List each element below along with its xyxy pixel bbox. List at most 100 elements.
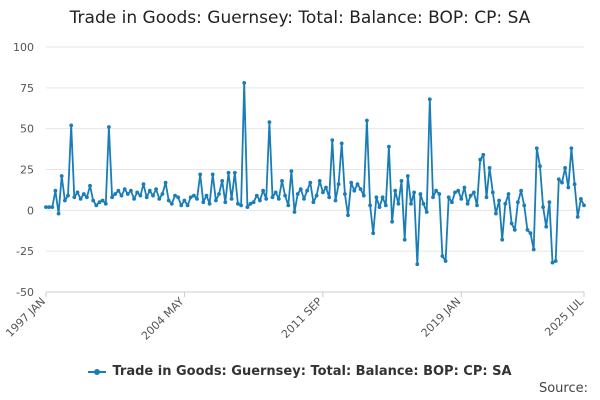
data-point[interactable] xyxy=(352,188,357,193)
data-point[interactable] xyxy=(220,179,225,183)
data-point[interactable] xyxy=(163,180,168,185)
data-point[interactable] xyxy=(78,197,83,201)
data-point[interactable] xyxy=(185,203,190,208)
data-point[interactable] xyxy=(525,228,530,232)
legend[interactable]: Trade in Goods: Guernsey: Total: Balance… xyxy=(0,364,600,379)
data-point[interactable] xyxy=(509,221,514,226)
data-point[interactable] xyxy=(516,200,520,205)
data-point[interactable] xyxy=(563,166,567,170)
data-point[interactable] xyxy=(248,201,253,206)
data-point[interactable] xyxy=(569,146,574,151)
data-point[interactable] xyxy=(333,198,338,203)
data-point[interactable] xyxy=(314,193,319,198)
data-point[interactable] xyxy=(166,198,171,203)
data-point[interactable] xyxy=(472,190,476,195)
data-point[interactable] xyxy=(198,172,203,177)
data-point[interactable] xyxy=(424,210,429,214)
data-point[interactable] xyxy=(72,195,77,200)
data-point[interactable] xyxy=(223,200,228,205)
data-point[interactable] xyxy=(107,125,111,129)
data-point[interactable] xyxy=(402,237,407,242)
data-point[interactable] xyxy=(450,200,454,205)
data-point[interactable] xyxy=(453,190,457,195)
data-point[interactable] xyxy=(399,179,404,183)
data-point[interactable] xyxy=(182,198,187,203)
data-point[interactable] xyxy=(349,180,354,185)
data-point[interactable] xyxy=(512,228,517,232)
data-point[interactable] xyxy=(63,198,67,203)
data-point[interactable] xyxy=(286,203,291,208)
data-point[interactable] xyxy=(355,182,360,187)
data-point[interactable] xyxy=(239,203,244,208)
data-point[interactable] xyxy=(192,193,196,198)
data-point[interactable] xyxy=(368,203,372,208)
data-point[interactable] xyxy=(264,197,269,201)
data-point[interactable] xyxy=(387,144,391,149)
data-point[interactable] xyxy=(478,157,483,162)
data-point[interactable] xyxy=(481,152,486,157)
data-point[interactable] xyxy=(276,197,281,201)
data-point[interactable] xyxy=(550,260,555,265)
data-point[interactable] xyxy=(204,193,209,198)
data-point[interactable] xyxy=(339,141,344,146)
data-point[interactable] xyxy=(138,193,143,198)
data-point[interactable] xyxy=(462,185,467,190)
data-point[interactable] xyxy=(283,193,287,198)
data-point[interactable] xyxy=(440,254,445,258)
data-point[interactable] xyxy=(298,187,303,192)
data-point[interactable] xyxy=(302,197,306,201)
data-point[interactable] xyxy=(446,195,451,200)
data-point[interactable] xyxy=(541,205,545,210)
data-point[interactable] xyxy=(157,197,162,201)
data-point[interactable] xyxy=(141,182,146,187)
data-point[interactable] xyxy=(519,188,523,193)
data-point[interactable] xyxy=(195,197,199,201)
data-point[interactable] xyxy=(94,203,99,208)
data-point[interactable] xyxy=(365,118,369,123)
data-point[interactable] xyxy=(522,203,527,208)
data-point[interactable] xyxy=(415,262,420,267)
data-point[interactable] xyxy=(434,188,438,193)
data-point[interactable] xyxy=(572,182,577,187)
data-point[interactable] xyxy=(151,193,155,198)
data-point[interactable] xyxy=(377,205,382,210)
data-point[interactable] xyxy=(506,192,511,196)
data-point[interactable] xyxy=(311,200,316,205)
data-point[interactable] xyxy=(100,198,105,203)
data-point[interactable] xyxy=(374,195,379,200)
data-point[interactable] xyxy=(267,120,272,124)
data-point[interactable] xyxy=(437,192,442,196)
data-point[interactable] xyxy=(179,203,184,208)
data-point[interactable] xyxy=(475,203,479,208)
data-point[interactable] xyxy=(91,198,96,203)
data-point[interactable] xyxy=(490,190,495,195)
data-point[interactable] xyxy=(566,185,571,190)
data-point[interactable] xyxy=(229,197,234,201)
data-point[interactable] xyxy=(396,201,401,206)
data-point[interactable] xyxy=(497,198,501,203)
data-point[interactable] xyxy=(321,190,325,195)
data-point[interactable] xyxy=(53,188,58,193)
data-point[interactable] xyxy=(553,259,558,263)
data-point[interactable] xyxy=(556,177,561,182)
data-point[interactable] xyxy=(582,203,586,208)
data-point[interactable] xyxy=(75,190,80,195)
data-point[interactable] xyxy=(547,200,552,205)
data-point[interactable] xyxy=(176,195,181,200)
data-point[interactable] xyxy=(251,200,256,205)
data-point[interactable] xyxy=(292,210,297,214)
data-point[interactable] xyxy=(169,201,174,206)
data-point[interactable] xyxy=(119,193,124,198)
data-point[interactable] xyxy=(116,188,121,193)
data-point[interactable] xyxy=(245,205,250,210)
data-point[interactable] xyxy=(487,166,492,170)
data-point[interactable] xyxy=(217,192,221,196)
data-point[interactable] xyxy=(280,179,284,183)
data-point[interactable] xyxy=(431,195,435,200)
data-point[interactable] xyxy=(468,193,473,198)
data-point[interactable] xyxy=(305,188,309,193)
data-point[interactable] xyxy=(160,192,165,196)
data-point[interactable] xyxy=(295,192,300,196)
data-point[interactable] xyxy=(528,231,533,236)
data-point[interactable] xyxy=(232,170,237,175)
